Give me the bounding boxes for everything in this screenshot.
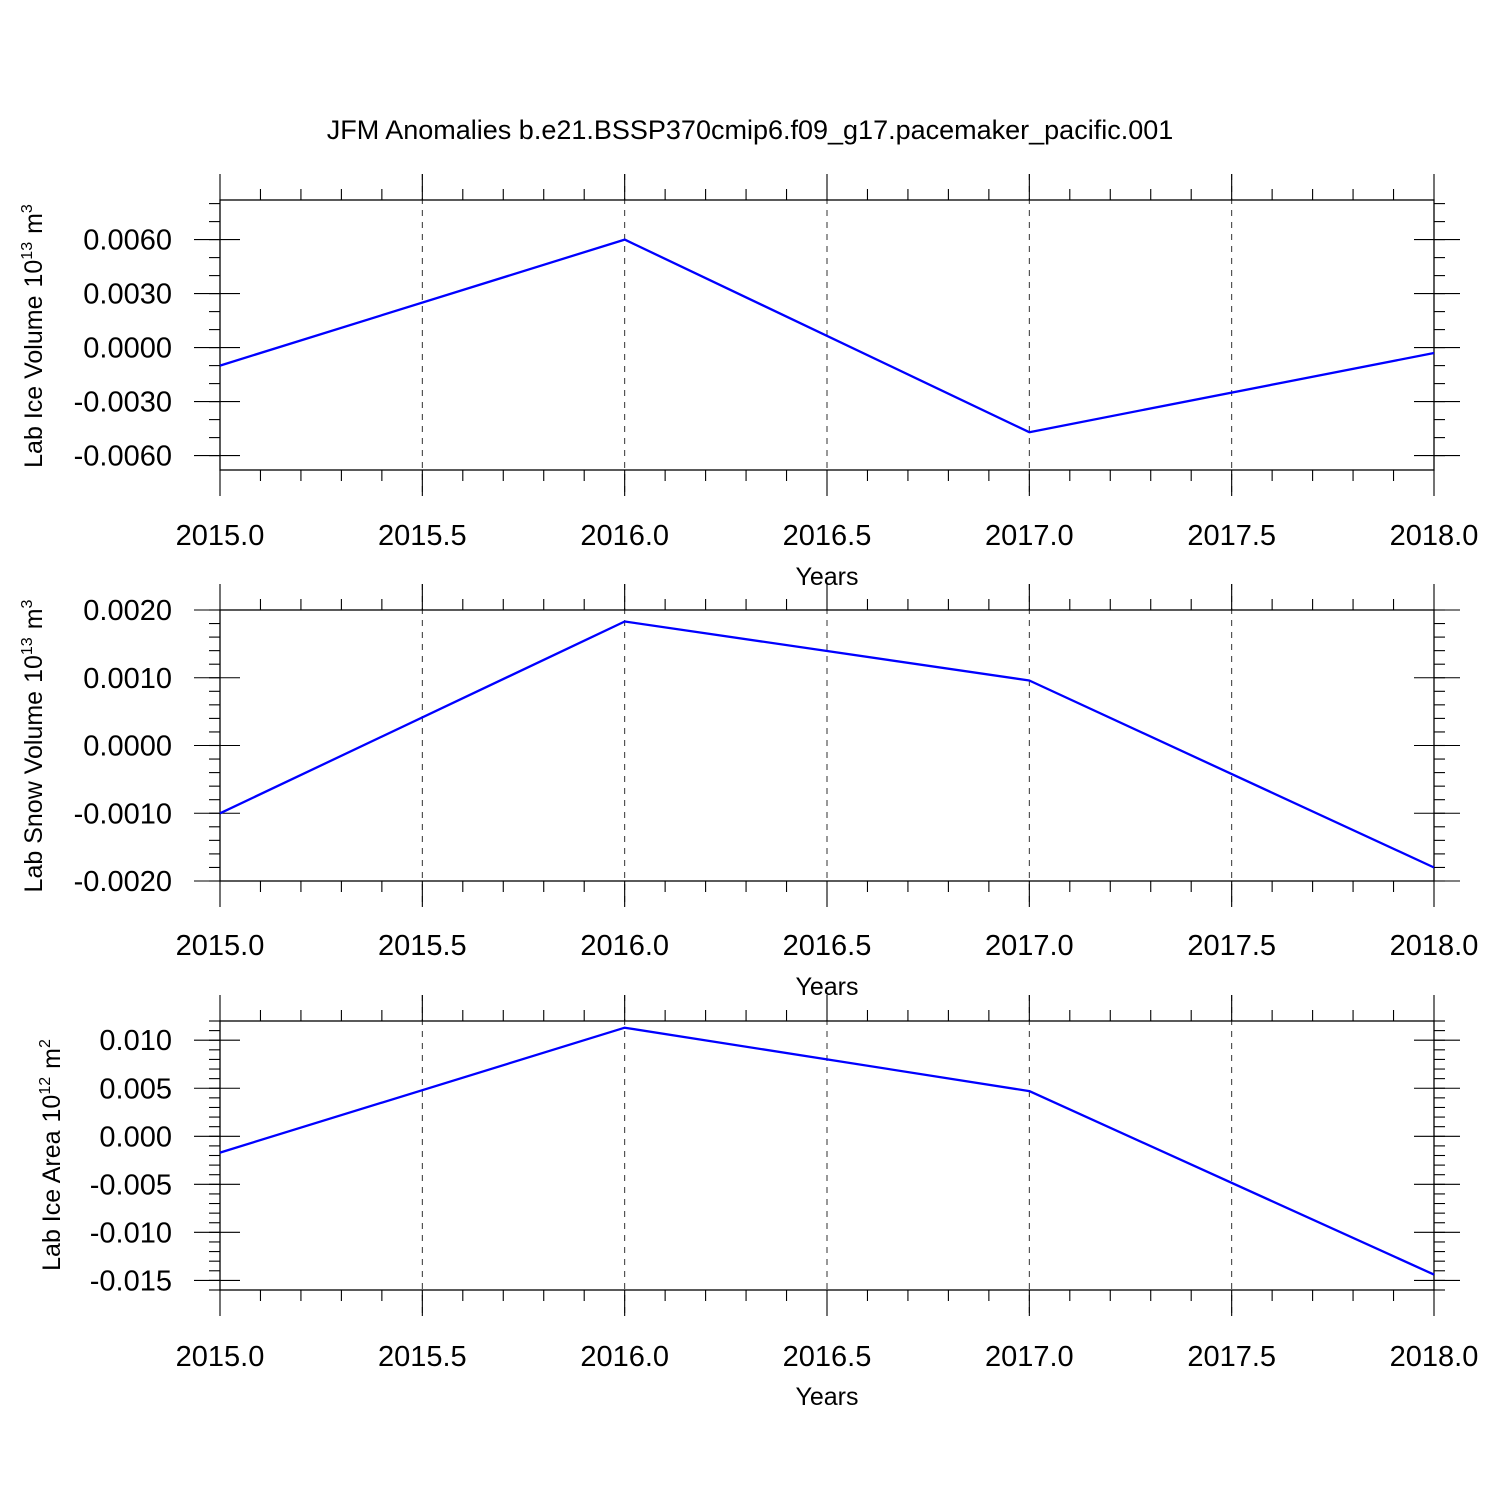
y-tick-label: 0.0000 xyxy=(83,333,172,365)
y-axis-label-text: Lab Ice Area xyxy=(38,1130,66,1270)
x-tick-label: 2015.0 xyxy=(176,930,265,962)
x-tick-label: 2016.0 xyxy=(580,520,669,552)
y-axis-label: Lab Ice Area 1012 m2 xyxy=(37,1039,66,1271)
y-tick-label: -0.010 xyxy=(90,1217,172,1249)
x-tick-label: 2018.0 xyxy=(1390,520,1479,552)
x-tick-label: 2015.5 xyxy=(378,520,467,552)
x-tick-label: 2017.5 xyxy=(1187,930,1276,962)
x-tick-label: 2017.5 xyxy=(1187,1341,1276,1373)
x-tick-label: 2017.0 xyxy=(985,930,1074,962)
y-tick-label: 0.000 xyxy=(99,1121,172,1153)
y-tick-label: 0.0060 xyxy=(83,225,172,257)
y-tick-label: 0.0010 xyxy=(83,663,172,695)
chart-title: JFM Anomalies b.e21.BSSP370cmip6.f09_g17… xyxy=(327,115,1174,145)
y-tick-label: 0.010 xyxy=(99,1025,172,1057)
x-tick-label: 2018.0 xyxy=(1390,930,1479,962)
series-line xyxy=(219,1026,1435,1276)
y-axis-unit-exponent: 13 xyxy=(19,242,36,260)
x-tick-label: 2017.0 xyxy=(985,1341,1074,1373)
x-tick-label: 2016.5 xyxy=(783,930,872,962)
x-tick-label: 2016.5 xyxy=(783,520,872,552)
x-tick-label: 2015.0 xyxy=(176,520,265,552)
y-axis-label-text: Lab Ice Volume xyxy=(20,296,48,468)
y-tick-label: -0.0060 xyxy=(74,441,172,473)
y-tick-label: 0.005 xyxy=(99,1073,172,1105)
x-tick-label: 2017.5 xyxy=(1187,520,1276,552)
x-tick-label: 2016.5 xyxy=(783,1341,872,1373)
y-axis-unit-base: 10 xyxy=(20,260,48,288)
x-tick-label: 2016.0 xyxy=(580,930,669,962)
y-axis-label: Lab Ice Volume 1013 m3 xyxy=(19,204,48,468)
y-axis-unit: m xyxy=(20,608,48,629)
x-axis-label: Years xyxy=(795,1383,858,1411)
x-tick-label: 2018.0 xyxy=(1390,1341,1479,1373)
y-tick-label: -0.0010 xyxy=(74,798,172,830)
y-axis-unit: m xyxy=(20,213,48,234)
x-tick-label: 2016.0 xyxy=(580,1341,669,1373)
x-tick-label: 2015.5 xyxy=(378,930,467,962)
y-tick-label: 0.0030 xyxy=(83,279,172,311)
y-tick-label: -0.0030 xyxy=(74,387,172,419)
panel-2: 2015.0 2015.5 2016.0 2016.5 2017.0 2017.5 2018… xyxy=(19,584,1478,1001)
series-line xyxy=(219,238,1435,434)
y-axis-unit-base: 10 xyxy=(20,655,48,683)
y-axis-unit-power: 3 xyxy=(19,599,36,608)
y-axis-label: Lab Snow Volume 1013 m3 xyxy=(19,599,48,892)
x-tick-label: 2015.0 xyxy=(176,1341,265,1373)
y-axis-unit: m xyxy=(38,1048,66,1069)
x-tick-label: 2017.0 xyxy=(985,520,1074,552)
y-tick-label: 0.0000 xyxy=(83,731,172,763)
x-tick-label: 2015.5 xyxy=(378,1341,467,1373)
y-axis-label-text: Lab Snow Volume xyxy=(20,691,48,893)
y-tick-label: -0.0020 xyxy=(74,866,172,898)
y-tick-label: -0.015 xyxy=(90,1265,172,1297)
series-line xyxy=(219,620,1435,869)
y-axis-unit-exponent: 12 xyxy=(37,1077,54,1095)
y-axis-unit-base: 10 xyxy=(38,1095,66,1123)
y-tick-label: -0.005 xyxy=(90,1169,172,1201)
panel-1: 2015.0 2015.5 2016.0 2016.5 2017.0 2017.5 2018… xyxy=(19,174,1478,591)
y-axis-unit-exponent: 13 xyxy=(19,637,36,655)
panels: 2015.0 2015.5 2016.0 2016.5 2017.0 2017.5 2018… xyxy=(19,174,1478,1411)
y-axis-unit-power: 3 xyxy=(19,204,36,213)
y-tick-label: 0.0020 xyxy=(83,595,172,627)
y-axis-unit-power: 2 xyxy=(37,1039,54,1048)
panel-3: 2015.0 2015.5 2016.0 2016.5 2017.0 2017.5 2018… xyxy=(37,995,1478,1411)
